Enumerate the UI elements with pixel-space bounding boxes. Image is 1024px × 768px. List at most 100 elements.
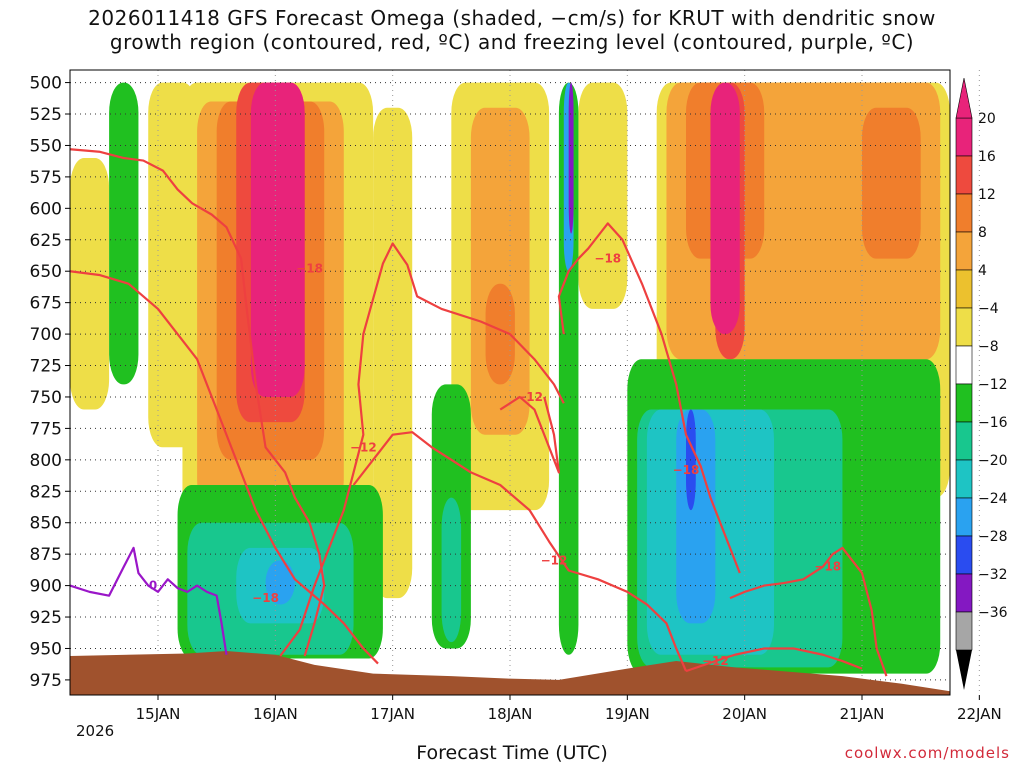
isotherm-8: [70, 546, 228, 655]
y-tick-label-13: 825: [30, 482, 62, 502]
x-tick-label-2: 17JAN: [370, 705, 415, 723]
omega-region-27: [568, 82, 574, 234]
y-tick-label-18: 950: [30, 639, 62, 659]
colorbar: 20 16 12 8 4 −4 −8 −12 −16 −20 −24 −28 −32 −36: [955, 77, 1008, 690]
omega-shading: [70, 82, 950, 674]
isotherm-label-6: −12: [516, 390, 543, 404]
colorbar-label-12: −32: [978, 567, 1008, 583]
isotherm-label-9: 0: [149, 579, 157, 593]
y-tick-label-5: 625: [30, 231, 62, 251]
isotherm-3: [729, 546, 888, 677]
colorbar-label-0: 20: [978, 111, 996, 127]
isotherm-label-4: −18: [252, 591, 279, 605]
colorbar-label-6: −8: [978, 339, 999, 355]
x-tick-label-5: 20JAN: [722, 705, 767, 723]
colorbar-bin-13: [955, 611, 973, 651]
omega-region-15: [862, 107, 921, 259]
y-tick-label-19: 975: [30, 671, 62, 691]
y-tick-label-16: 900: [30, 577, 62, 597]
isotherm-label-5: −12: [350, 440, 377, 454]
y-tick-label-0: 500: [30, 74, 62, 94]
x-tick-label-1: 16JAN: [253, 705, 298, 723]
y-tick-label-4: 600: [30, 199, 62, 219]
colorbar-label-9: −20: [978, 453, 1008, 469]
y-tick-label-17: 925: [30, 608, 62, 628]
colorbar-bin-3: [955, 231, 973, 271]
terrain-fill: [70, 650, 950, 695]
x-axis-title: Forecast Time (UTC): [416, 742, 608, 764]
y-axis: 500 525 550 575 600 625 650 675 700 725 750 775 800 8…: [30, 74, 70, 691]
colorbar-bin-10: [955, 497, 973, 537]
colorbar-bottom-arrow: [956, 650, 972, 690]
isotherm-4: [70, 270, 379, 665]
terrain: [70, 650, 950, 695]
colorbar-bin-12: [955, 573, 973, 613]
y-tick-label-1: 525: [30, 105, 62, 125]
colorbar-bin-4: [955, 269, 973, 309]
colorbar-label-10: −24: [978, 491, 1008, 507]
isotherm-0: [70, 148, 326, 657]
omega-region-22: [265, 560, 295, 605]
credit-text: coolwx.com/models: [844, 744, 1010, 762]
y-tick-label-12: 800: [30, 451, 62, 471]
isotherm-1: [279, 242, 565, 657]
y-tick-label-15: 875: [30, 545, 62, 565]
isotherm-7: [685, 647, 863, 673]
y-tick-label-14: 850: [30, 514, 62, 534]
isotherm-6: [499, 395, 560, 474]
y-tick-label-6: 650: [30, 262, 62, 282]
colorbar-label-13: −36: [978, 605, 1008, 621]
x-axis: 15JAN 16JAN 17JAN 18JAN 19JAN 20JAN 21JAN 22JAN: [136, 695, 1002, 723]
colorbar-label-7: −12: [978, 377, 1008, 393]
x-axis-year-label: 2026: [76, 722, 115, 740]
colorbar-label-2: 12: [978, 187, 996, 203]
omega-region-6: [250, 82, 305, 397]
isotherm-label-2: −18: [673, 463, 700, 477]
colorbar-bin-0: [955, 117, 973, 157]
colorbar-bin-9: [955, 459, 973, 499]
x-tick-label-4: 19JAN: [605, 705, 650, 723]
colorbar-bin-1: [955, 155, 973, 195]
x-tick-label-6: 21JAN: [840, 705, 885, 723]
isotherm-5: [352, 431, 688, 672]
isotherm-label-3: −18: [814, 560, 841, 574]
isotherm-label-1: −18: [594, 252, 621, 266]
y-tick-label-8: 700: [30, 325, 62, 345]
y-tick-label-10: 750: [30, 388, 62, 408]
colorbar-label-5: −4: [978, 301, 999, 317]
isotherm-labels: −18 −18 −18 −18 −18 −12 −12 −12 −12 0: [149, 252, 841, 668]
colorbar-label-11: −28: [978, 529, 1008, 545]
colorbar-bin-5: [955, 307, 973, 347]
isotherm-label-0: −18: [296, 262, 323, 276]
x-tick-label-0: 15JAN: [136, 705, 181, 723]
isotherm-2: [557, 222, 741, 574]
isotherm-label-8: −12: [702, 654, 729, 668]
isotherm-label-7: −12: [541, 553, 568, 567]
omega-region-24: [441, 497, 462, 643]
colorbar-top-arrow: [955, 77, 973, 119]
omega-region-18: [109, 82, 139, 385]
colorbar-bin-11: [955, 535, 973, 575]
y-tick-label-2: 550: [30, 136, 62, 156]
y-tick-label-11: 775: [30, 419, 62, 439]
colorbar-label-4: 4: [978, 263, 987, 279]
colorbar-label-1: 16: [978, 149, 996, 165]
chart-title-line-1: 2026011418 GFS Forecast Omega (shaded, −…: [88, 6, 936, 30]
colorbar-bin-6: [955, 345, 973, 385]
y-tick-label-7: 675: [30, 294, 62, 314]
colorbar-label-3: 8: [978, 225, 987, 241]
y-tick-label-9: 725: [30, 357, 62, 377]
colorbar-label-8: −16: [978, 415, 1008, 431]
omega-region-0: [70, 158, 110, 410]
isotherm-contours: [70, 148, 888, 677]
y-tick-label-3: 575: [30, 168, 62, 188]
x-tick-label-3: 18JAN: [488, 705, 533, 723]
x-tick-label-7: 22JAN: [957, 705, 1002, 723]
colorbar-bin-7: [955, 383, 973, 423]
omega-region-11: [578, 82, 628, 309]
chart-title-line-2: growth region (contoured, red, ºC) and f…: [109, 30, 915, 54]
colorbar-bin-8: [955, 421, 973, 461]
colorbar-bin-2: [955, 193, 973, 233]
omega-region-7: [373, 107, 413, 599]
